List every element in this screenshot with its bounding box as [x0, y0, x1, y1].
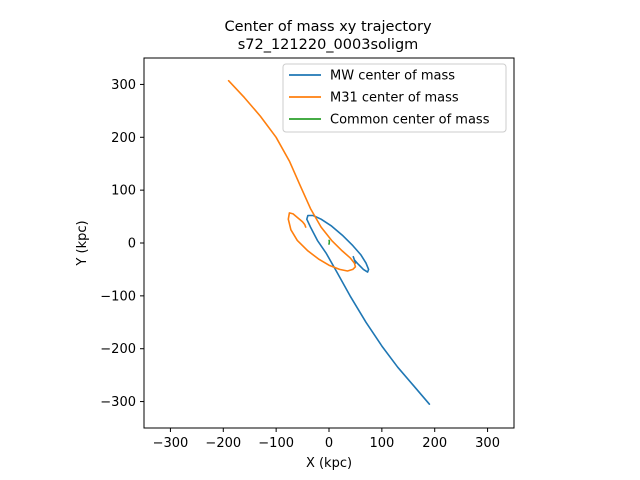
y-tick-label: 0 [128, 237, 136, 252]
legend-label-3: Common center of mass [330, 113, 490, 128]
chart-title: Center of mass xy trajectory [224, 19, 431, 35]
x-tick-label: 0 [325, 436, 333, 451]
series-line-1 [305, 214, 431, 406]
y-tick-label: −200 [100, 342, 136, 357]
y-axis-label: Y (kpc) [75, 220, 90, 266]
x-tick-label: −200 [205, 436, 241, 451]
y-axis: −300 −200 −100 0 100 200 300 [100, 78, 144, 410]
x-tick-label: 300 [475, 436, 500, 451]
y-tick-label: 100 [111, 184, 136, 199]
plot-area [227, 79, 431, 406]
legend-label-1: MW center of mass [330, 69, 455, 84]
legend-label-2: M31 center of mass [330, 91, 459, 106]
x-axis-label: X (kpc) [306, 456, 352, 471]
x-tick-label: −300 [153, 436, 189, 451]
legend: MW center of mass M31 center of mass Commo… [282, 63, 507, 133]
x-axis: −300 −200 −100 0 100 200 300 [153, 428, 500, 451]
y-tick-label: −300 [100, 395, 136, 410]
y-tick-label: 300 [111, 78, 136, 93]
x-tick-label: −100 [258, 436, 294, 451]
y-tick-label: −100 [100, 289, 136, 304]
x-tick-label: 200 [422, 436, 447, 451]
legend-box [282, 63, 507, 133]
x-tick-label: 100 [369, 436, 394, 451]
chart-subtitle: s72_121220_0003soligm [238, 37, 419, 53]
series-layer [227, 79, 431, 406]
series-line-2 [227, 79, 357, 272]
y-tick-label: 200 [111, 131, 136, 146]
